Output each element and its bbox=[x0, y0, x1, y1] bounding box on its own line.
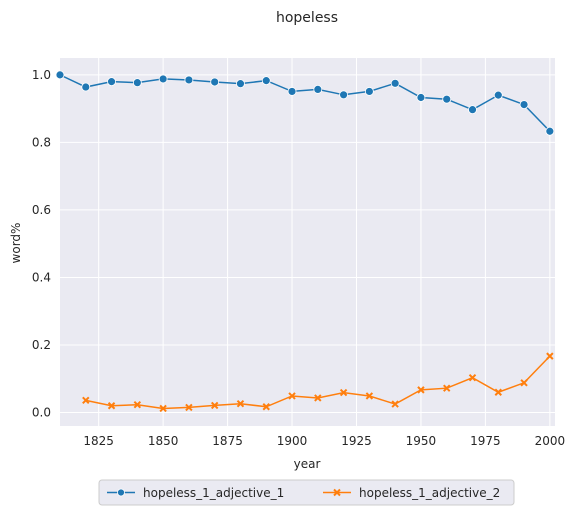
data-point-series-1 bbox=[107, 77, 116, 87]
data-point-series-1 bbox=[493, 90, 503, 100]
data-point-series-2 bbox=[339, 388, 348, 397]
data-point-series-2 bbox=[468, 374, 477, 382]
grid-lines bbox=[60, 58, 555, 426]
data-point-series-1 bbox=[261, 76, 271, 86]
data-point-series-1 bbox=[442, 94, 452, 104]
data-point-series-2 bbox=[288, 392, 296, 400]
y-tick-label: 0.8 bbox=[32, 135, 51, 149]
data-point-series-1 bbox=[364, 87, 374, 96]
chart-title: hopeless bbox=[276, 10, 338, 26]
data-point-series-2 bbox=[107, 402, 116, 410]
data-point-series-1 bbox=[313, 84, 323, 94]
y-tick-labels: 0.0 0.2 0.4 0.6 0.8 1.0 bbox=[32, 68, 51, 420]
x-tick-label: 1850 bbox=[148, 434, 179, 448]
x-tick-label: 1925 bbox=[341, 434, 372, 448]
data-point-series-2 bbox=[133, 401, 142, 409]
x-axis-label: year bbox=[294, 457, 321, 471]
y-tick-label: 0.2 bbox=[32, 338, 51, 352]
y-tick-label: 0.0 bbox=[32, 405, 51, 419]
data-point-series-2 bbox=[236, 400, 245, 408]
x-tick-label: 1900 bbox=[277, 434, 308, 448]
data-point-series-2 bbox=[443, 384, 451, 392]
data-point-series-2 bbox=[159, 404, 167, 413]
y-tick-label: 1.0 bbox=[32, 68, 51, 82]
x-tick-label: 2000 bbox=[535, 434, 566, 448]
data-point-series-1 bbox=[81, 82, 91, 92]
data-point-series-1 bbox=[55, 70, 65, 80]
data-point-series-1 bbox=[158, 74, 168, 84]
data-point-series-2 bbox=[520, 379, 528, 387]
data-point-series-1 bbox=[468, 105, 477, 115]
legend-marker-series-2 bbox=[333, 488, 341, 497]
y-tick-label: 0.4 bbox=[32, 270, 51, 284]
data-point-series-2 bbox=[494, 388, 502, 396]
data-point-series-1 bbox=[545, 126, 555, 136]
data-point-series-1 bbox=[339, 90, 348, 100]
series-group bbox=[55, 70, 555, 413]
data-point-series-2 bbox=[365, 392, 374, 400]
data-point-series-2 bbox=[82, 396, 90, 405]
x-tick-label: 1825 bbox=[83, 434, 114, 448]
data-point-series-2 bbox=[210, 401, 219, 410]
data-point-series-1 bbox=[390, 78, 400, 88]
legend-frame bbox=[98, 479, 515, 506]
legend-label-series-2: hopeless_1_adjective_2 bbox=[359, 486, 500, 500]
data-point-series-1 bbox=[519, 100, 529, 109]
x-tick-label: 1975 bbox=[470, 434, 501, 448]
data-point-series-2 bbox=[314, 394, 322, 402]
data-point-series-2 bbox=[391, 400, 399, 408]
data-point-series-1 bbox=[236, 79, 245, 89]
data-point-series-1 bbox=[416, 93, 426, 102]
data-point-series-2 bbox=[262, 403, 270, 411]
data-point-series-2 bbox=[185, 403, 193, 412]
legend-label-series-1: hopeless_1_adjective_1 bbox=[143, 486, 284, 500]
y-tick-label: 0.6 bbox=[32, 203, 51, 217]
data-point-series-1 bbox=[210, 77, 220, 87]
x-tick-label: 1950 bbox=[406, 434, 437, 448]
data-point-series-1 bbox=[287, 87, 297, 96]
legend: hopeless_1_adjective_1 hopeless_1_adject… bbox=[98, 479, 515, 506]
data-point-series-1 bbox=[184, 75, 194, 85]
x-tick-labels: 1825 1850 1875 1900 1925 1950 1975 2000 bbox=[83, 434, 565, 448]
legend-marker-series-1 bbox=[117, 488, 125, 497]
plot-area bbox=[60, 58, 555, 426]
data-point-series-2 bbox=[417, 386, 425, 394]
y-axis-label: word% bbox=[9, 223, 23, 264]
x-tick-label: 1875 bbox=[212, 434, 243, 448]
data-point-series-1 bbox=[132, 78, 142, 88]
data-point-series-2 bbox=[546, 352, 554, 360]
